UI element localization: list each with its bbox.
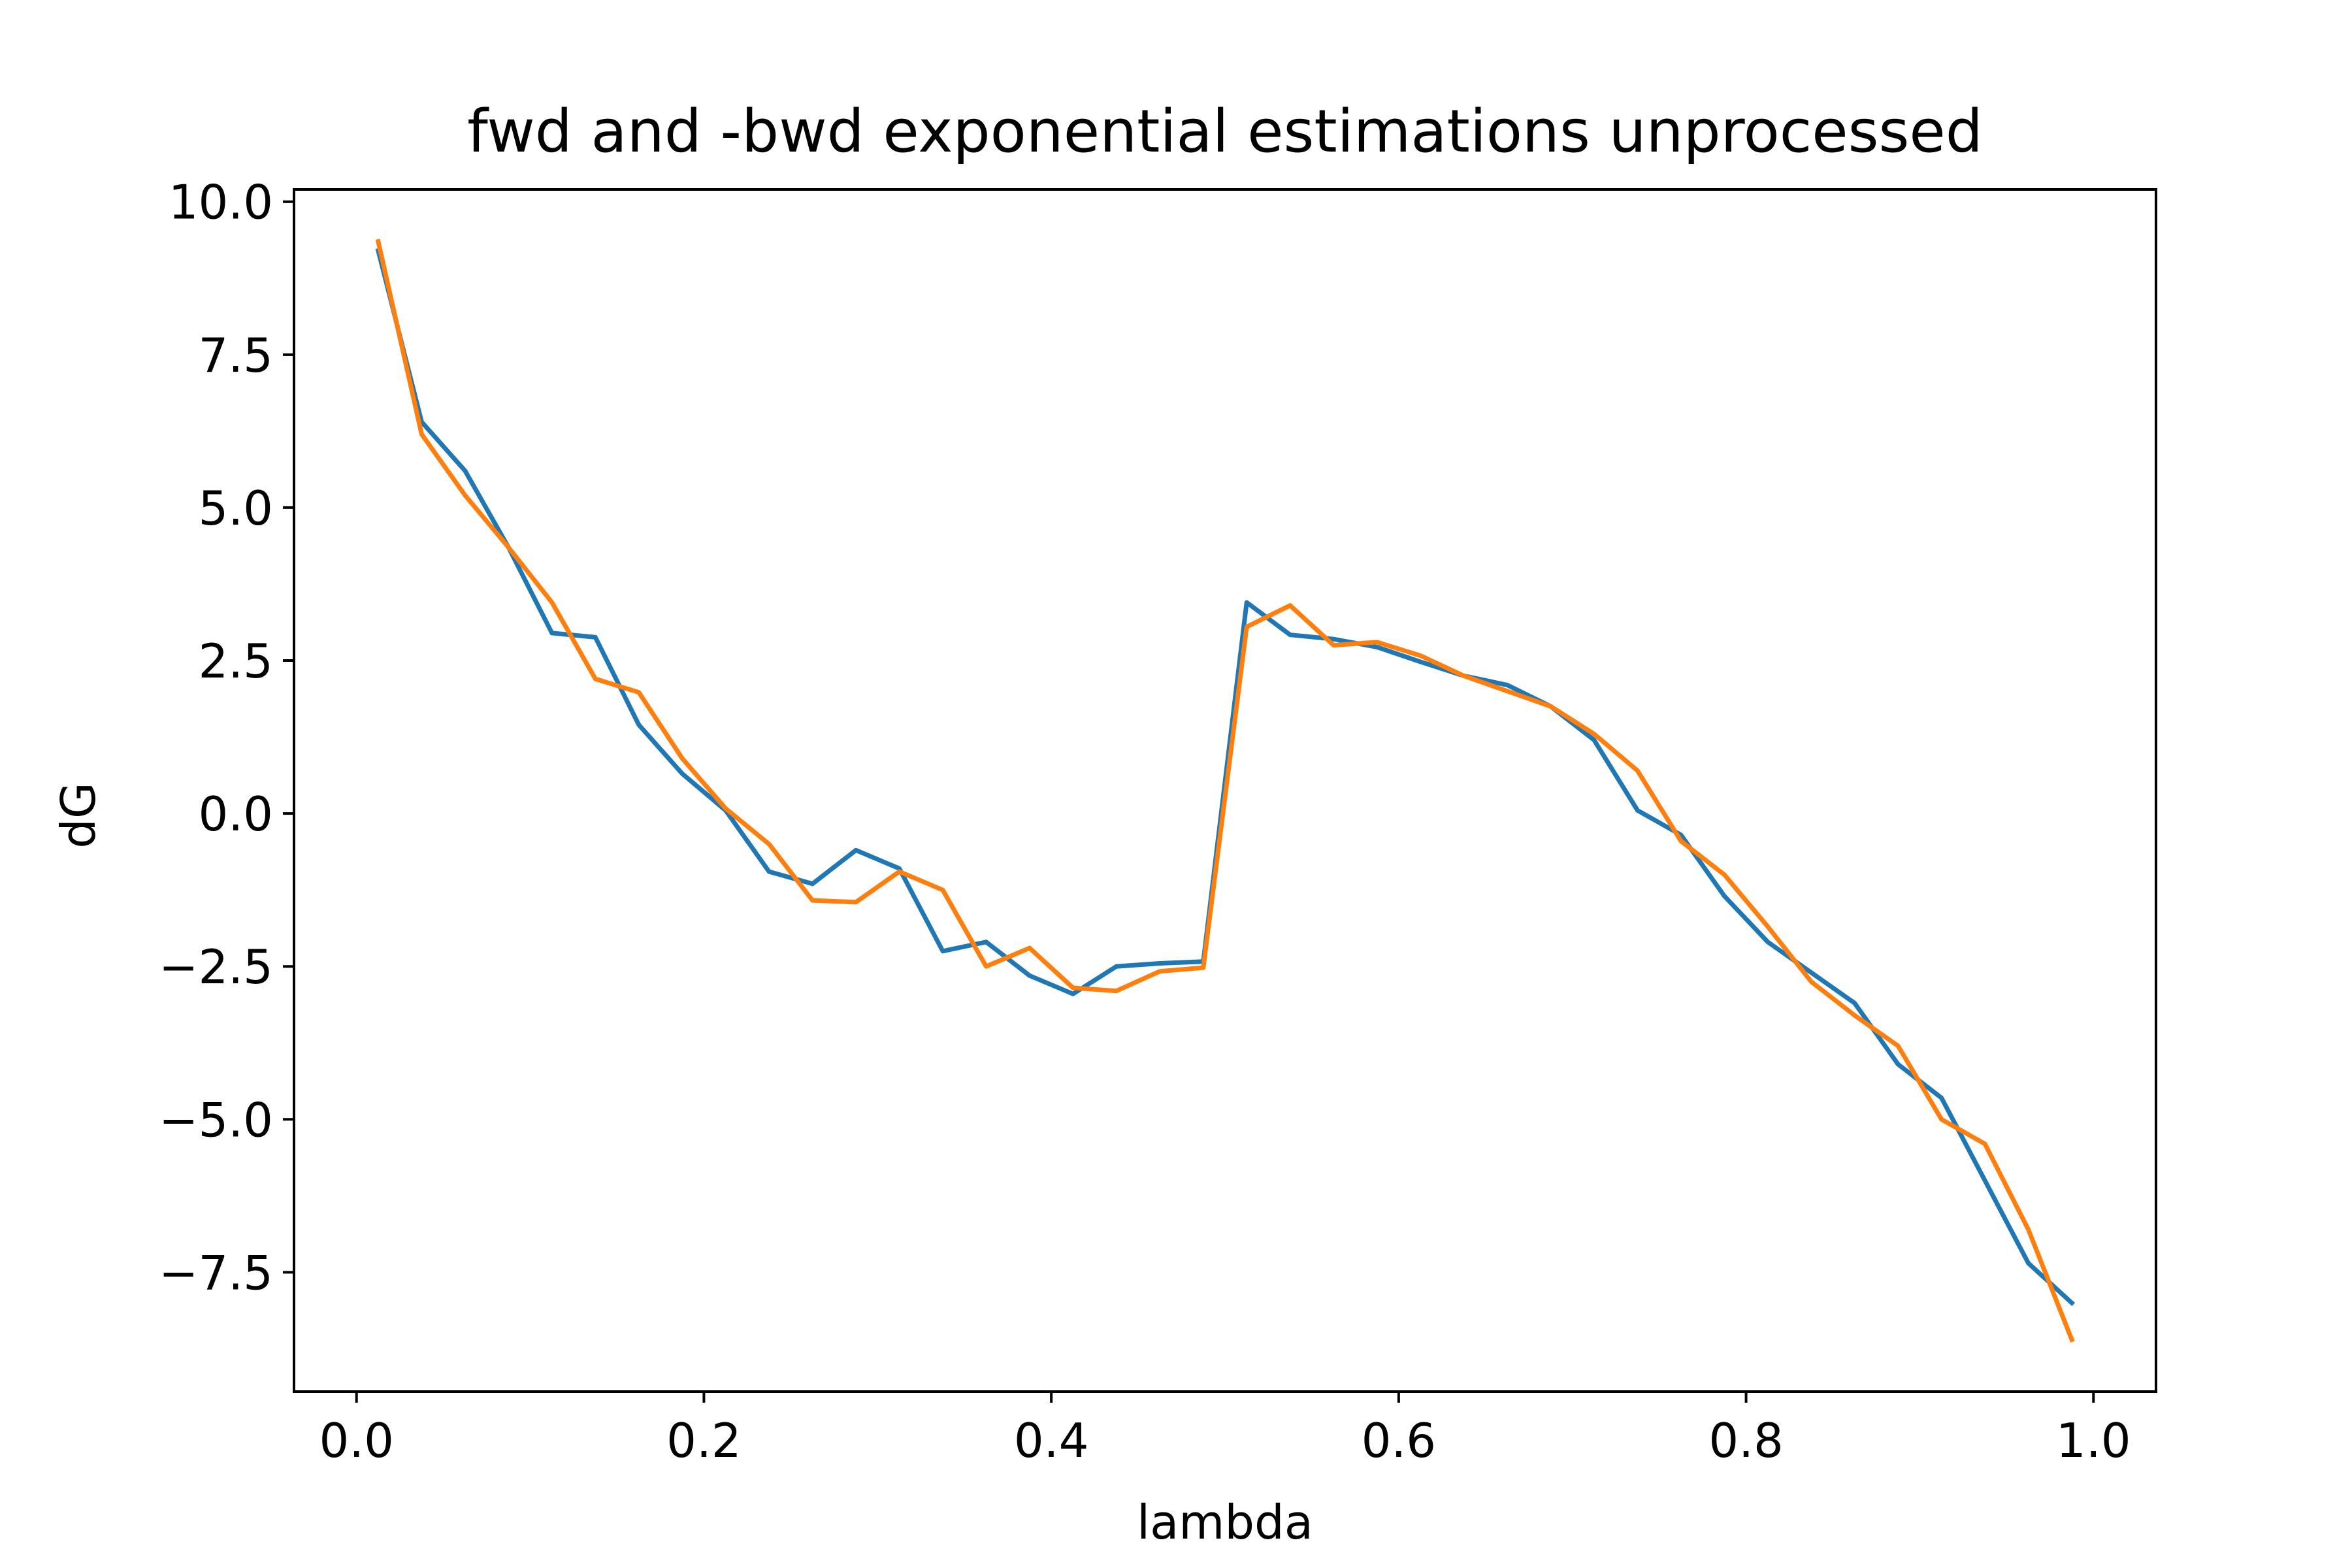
x-tick-label: 0.4 (1014, 1413, 1089, 1468)
y-tick-label: 10.0 (169, 175, 273, 230)
series-line-1 (375, 248, 2076, 1307)
y-tick-label: 5.0 (198, 481, 273, 536)
y-axis-label: dG (51, 782, 106, 849)
x-tick-label: 1.0 (2056, 1413, 2131, 1468)
x-tick-label: 0.2 (666, 1413, 742, 1468)
y-tick-label: −7.5 (159, 1245, 273, 1300)
series-line-2 (375, 238, 2075, 1343)
y-tick-label: 0.0 (198, 787, 273, 841)
x-tick-label: 0.8 (1708, 1413, 1784, 1468)
y-tick-label: 2.5 (198, 634, 273, 689)
x-tick-label: 0.6 (1362, 1413, 1437, 1468)
axes-frame (293, 188, 2157, 1393)
plot-area: 0.0 0.2 0.4 0.6 0.8 1.0 10.0 7.5 5.0 2.5 0.0 −2.5 −5… (159, 175, 2157, 1468)
y-tick-label: −5.0 (159, 1092, 273, 1147)
y-tick-label: −2.5 (159, 939, 273, 994)
x-axis-label: lambda (1137, 1495, 1313, 1550)
x-tick-label: 0.0 (319, 1413, 394, 1468)
y-tick-label: 7.5 (198, 328, 273, 383)
chart-title: fwd and -bwd exponential estimations unp… (467, 97, 1983, 166)
